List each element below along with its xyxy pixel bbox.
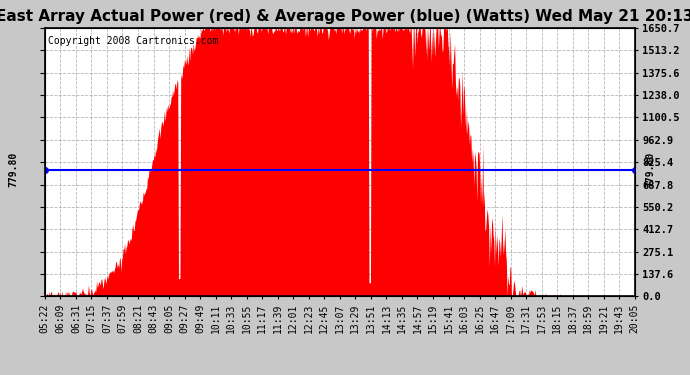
Text: East Array Actual Power (red) & Average Power (blue) (Watts) Wed May 21 20:13: East Array Actual Power (red) & Average … (0, 9, 690, 24)
Text: Copyright 2008 Cartronics.com: Copyright 2008 Cartronics.com (48, 36, 218, 46)
Text: 779.80: 779.80 (645, 152, 655, 187)
Text: 779.80: 779.80 (8, 152, 18, 187)
